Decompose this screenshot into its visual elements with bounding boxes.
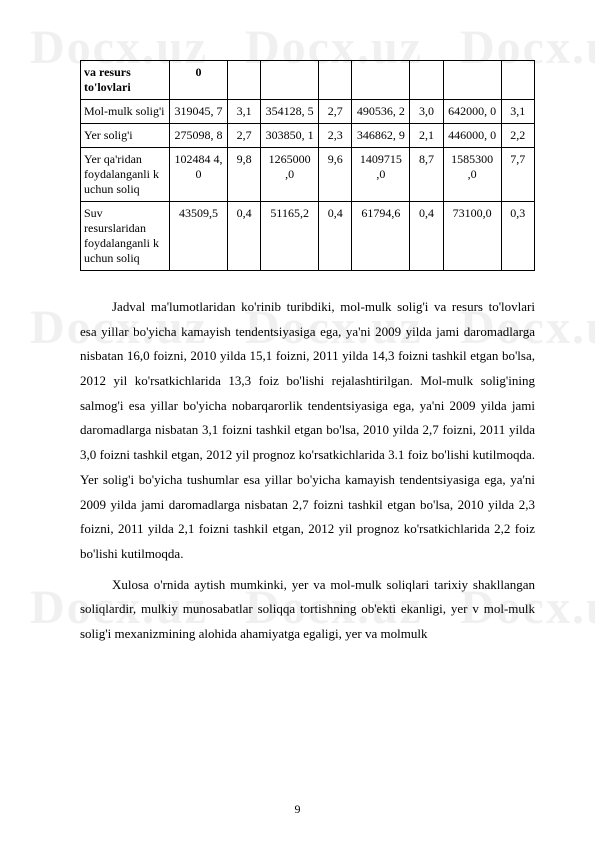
table-cell: 61794,6 [352,202,410,271]
table-cell: 102484 4, 0 [170,148,228,202]
body-paragraph: Xulosa o'rnida aytish mumkinki, yer va m… [80,573,535,647]
table-cell: 346862, 9 [352,124,410,148]
table-row: Mol-mulk solig'i 319045, 7 3,1 354128, 5… [81,100,535,124]
table-row: Yer solig'i 275098, 8 2,7 303850, 1 2,3 … [81,124,535,148]
table-cell: Suv resurslaridan foydalanganli k uchun … [81,202,170,271]
table-cell: 2,1 [410,124,443,148]
table-cell: 354128, 5 [261,100,319,124]
table-cell: 446000, 0 [443,124,501,148]
table-cell: 43509,5 [170,202,228,271]
data-table: va resurs to'lovlari 0 Mol-mulk solig'i … [80,60,535,271]
header-cell: 0 [170,61,228,100]
body-paragraph: Jadval ma'lumotlaridan ko'rinib turibdik… [80,295,535,567]
table-cell: 3,0 [410,100,443,124]
table-cell: 2,2 [501,124,534,148]
table-cell: 9,6 [319,148,352,202]
header-cell [352,61,410,100]
table-cell: Mol-mulk solig'i [81,100,170,124]
table-cell: 1265000 ,0 [261,148,319,202]
table-cell: 2,3 [319,124,352,148]
table-cell: 9,8 [227,148,260,202]
header-cell [501,61,534,100]
table-cell: 275098, 8 [170,124,228,148]
table-cell: 7,7 [501,148,534,202]
table-cell: 0,4 [410,202,443,271]
header-cell: va resurs to'lovlari [81,61,170,100]
table-cell: 319045, 7 [170,100,228,124]
table-row: Suv resurslaridan foydalanganli k uchun … [81,202,535,271]
table-cell: 1409715 ,0 [352,148,410,202]
table-cell: 51165,2 [261,202,319,271]
header-cell [443,61,501,100]
table-cell: 0,4 [319,202,352,271]
table-cell: 1585300 ,0 [443,148,501,202]
header-cell [410,61,443,100]
table-cell: 490536, 2 [352,100,410,124]
table-cell: 0,4 [227,202,260,271]
page-content: va resurs to'lovlari 0 Mol-mulk solig'i … [0,0,595,677]
table-header-row: va resurs to'lovlari 0 [81,61,535,100]
table-row: Yer qa'ridan foydalanganli k uchun soliq… [81,148,535,202]
table-cell: 0,3 [501,202,534,271]
table-cell: 3,1 [227,100,260,124]
header-cell [319,61,352,100]
table-cell: Yer solig'i [81,124,170,148]
table-cell: 2,7 [319,100,352,124]
page-number: 9 [0,802,595,817]
header-cell [227,61,260,100]
table-cell: 2,7 [227,124,260,148]
table-cell: 73100,0 [443,202,501,271]
table-cell: 8,7 [410,148,443,202]
table-cell: 3,1 [501,100,534,124]
table-cell: Yer qa'ridan foydalanganli k uchun soliq [81,148,170,202]
header-cell [261,61,319,100]
table-cell: 303850, 1 [261,124,319,148]
table-cell: 642000, 0 [443,100,501,124]
